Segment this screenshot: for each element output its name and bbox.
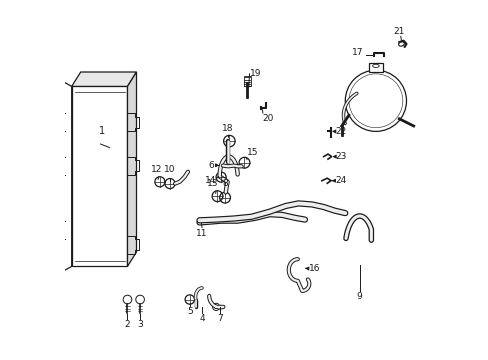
Text: 21: 21 [393, 27, 404, 36]
Text: 5: 5 [186, 307, 192, 316]
Text: 15: 15 [247, 148, 258, 157]
Polygon shape [127, 72, 136, 266]
FancyBboxPatch shape [368, 63, 382, 72]
Ellipse shape [398, 42, 404, 46]
Text: 17: 17 [351, 48, 363, 57]
Circle shape [345, 70, 406, 131]
Polygon shape [72, 72, 136, 86]
Text: 2: 2 [124, 320, 130, 329]
Circle shape [123, 295, 132, 304]
Text: 16: 16 [309, 264, 320, 274]
Text: 24: 24 [335, 176, 346, 185]
Circle shape [212, 303, 219, 310]
Text: 4: 4 [199, 314, 204, 323]
Text: 6: 6 [208, 161, 213, 170]
Text: 12: 12 [150, 165, 162, 174]
Text: 3: 3 [137, 320, 142, 329]
Text: 20: 20 [262, 114, 273, 123]
Text: 19: 19 [250, 69, 261, 78]
Text: 11: 11 [196, 229, 207, 238]
Text: 13: 13 [207, 179, 219, 188]
Circle shape [136, 295, 144, 304]
Text: 14: 14 [204, 176, 216, 185]
Text: 23: 23 [335, 152, 346, 161]
Text: 8: 8 [222, 179, 227, 188]
Text: 7: 7 [217, 314, 223, 323]
Polygon shape [72, 86, 127, 266]
Text: 1: 1 [98, 126, 104, 136]
Text: 22: 22 [335, 127, 346, 136]
Ellipse shape [372, 64, 378, 68]
Text: 9: 9 [356, 292, 362, 301]
Text: 10: 10 [164, 165, 175, 174]
Text: 18: 18 [221, 124, 232, 133]
Polygon shape [244, 76, 250, 86]
